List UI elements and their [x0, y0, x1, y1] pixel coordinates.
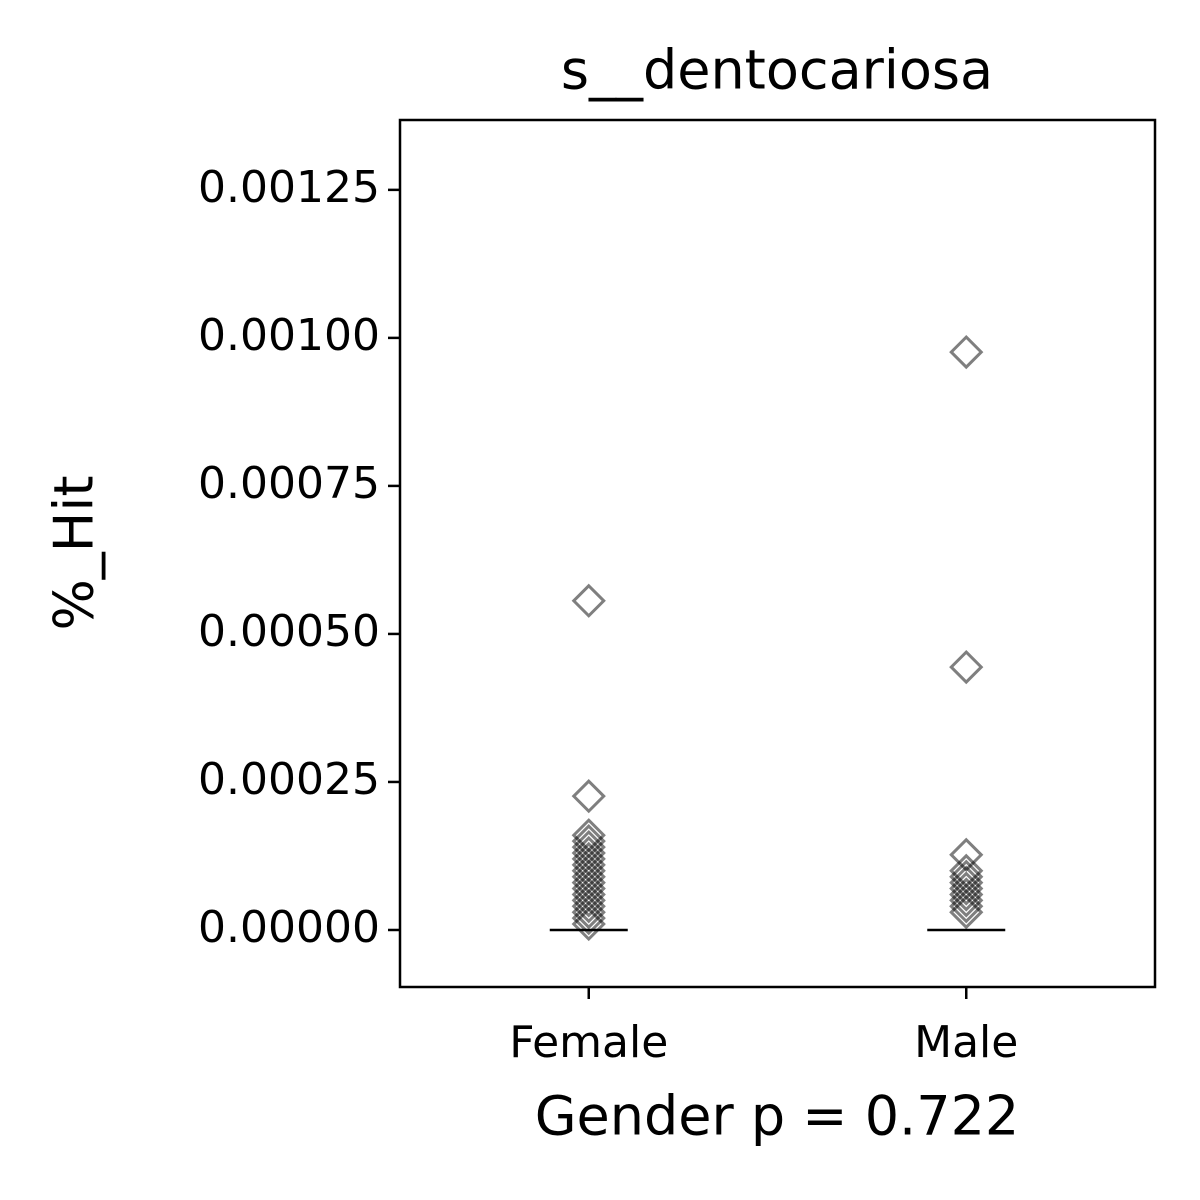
y-tick-label: 0.00075	[198, 458, 380, 509]
y-tick-label: 0.00000	[198, 902, 380, 953]
x-axis-label: Gender p = 0.722	[535, 1085, 1020, 1148]
point	[571, 583, 606, 618]
point	[949, 649, 984, 685]
point	[571, 889, 606, 924]
point	[571, 906, 606, 942]
y-tick-label: 0.00125	[198, 162, 380, 213]
point	[949, 883, 984, 918]
y-tick-label: 0.00025	[198, 754, 380, 805]
y-tick-label: 0.00050	[198, 606, 380, 657]
x-tick-label: Female	[509, 1017, 668, 1068]
point	[571, 779, 606, 814]
chart-title: s__dentocariosa	[561, 39, 993, 102]
x-tick-label: Male	[914, 1017, 1018, 1068]
point	[571, 895, 606, 930]
point	[949, 334, 984, 370]
point	[949, 877, 984, 912]
y-axis-label: %_Hit	[43, 475, 106, 630]
point	[949, 871, 984, 906]
point	[949, 837, 984, 872]
plot-frame	[398, 118, 1157, 989]
point	[949, 895, 984, 930]
point	[571, 901, 606, 936]
y-tick-label: 0.00100	[198, 310, 380, 361]
point	[571, 883, 606, 918]
point	[949, 889, 984, 924]
